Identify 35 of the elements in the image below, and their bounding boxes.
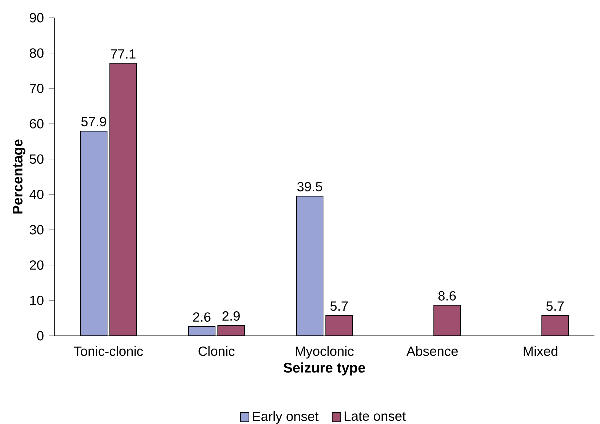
y-axis-title: Percentage — [13, 140, 26, 214]
bar — [434, 305, 461, 336]
data-label: 5.7 — [330, 302, 348, 312]
legend-label: Late onset — [344, 412, 406, 422]
data-label: 2.6 — [193, 312, 211, 322]
bar — [80, 131, 108, 336]
y-tick-label: 30 — [30, 225, 44, 235]
data-label: 57.9 — [82, 117, 106, 127]
bar — [218, 326, 245, 336]
legend-label: Early onset — [253, 412, 319, 424]
y-tick-label: 80 — [30, 48, 44, 58]
data-label: 77.1 — [111, 50, 136, 59]
bar — [188, 326, 216, 336]
y-tick-label: 20 — [30, 260, 44, 270]
x-axis-title: Seizure type — [284, 362, 366, 376]
x-tick-label: Myoclonic — [296, 346, 354, 359]
bar — [296, 196, 324, 336]
bar — [326, 316, 353, 336]
data-label: 5.7 — [546, 302, 564, 312]
data-label: 39.5 — [298, 182, 322, 192]
y-tick-label: 50 — [30, 154, 44, 164]
y-tick-label: 90 — [30, 13, 44, 23]
x-tick-label: Mixed — [524, 346, 558, 356]
x-tick-label: Absence — [406, 346, 458, 356]
data-label: 8.6 — [438, 291, 456, 301]
y-tick-label: 40 — [30, 190, 44, 200]
bar — [542, 316, 569, 336]
x-tick-label: Tonic-clonic — [74, 346, 144, 356]
y-tick-label: 10 — [30, 296, 44, 306]
data-label: 2.9 — [222, 312, 240, 321]
y-tick-label: 60 — [30, 119, 44, 129]
bar — [110, 63, 138, 336]
x-tick-label: Clonic — [198, 346, 235, 356]
y-tick-label: 70 — [30, 84, 44, 94]
y-tick-label: 0 — [37, 331, 44, 341]
